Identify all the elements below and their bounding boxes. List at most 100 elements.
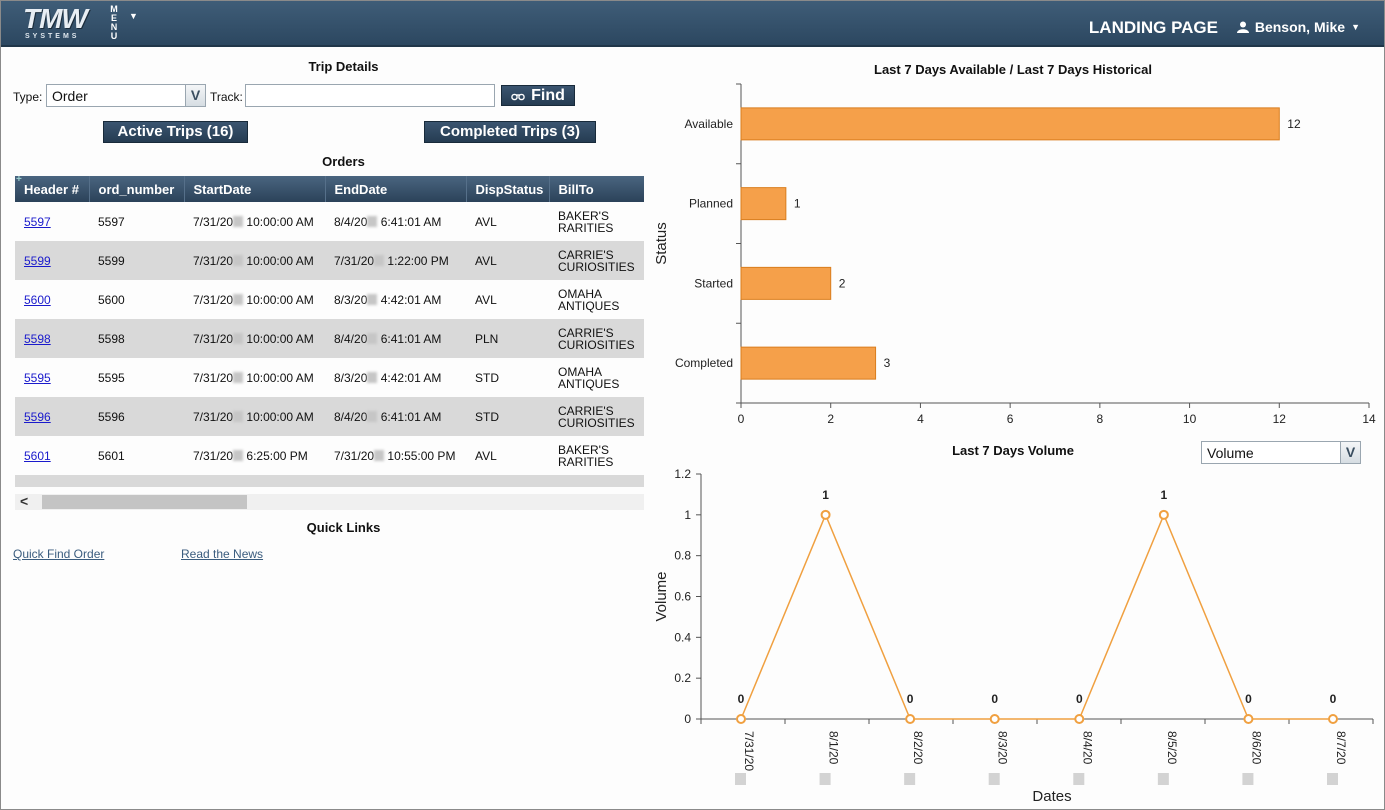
data-label: 0	[1245, 692, 1252, 706]
end-date-cell: 7/31/20 1:22:00 PM	[325, 241, 466, 280]
orders-grid: + Header # ord_number StartDate EndDate …	[15, 176, 644, 487]
y-axis-title: Status	[653, 222, 670, 265]
col-disp-status[interactable]: DispStatus	[466, 176, 550, 202]
redacted-mark	[819, 773, 831, 785]
redacted-mark	[233, 371, 244, 383]
date-text: 7/31/20	[193, 370, 234, 385]
table-row[interactable]: 5596 5596 7/31/20 10:00:00 AM 8/4/20 6:41:0…	[15, 397, 644, 436]
user-name: Benson, Mike	[1254, 19, 1346, 35]
bill-to-line: OMAHA	[558, 286, 603, 301]
date-text: 8/3/20	[334, 292, 368, 307]
scroll-left-icon[interactable]: <	[20, 493, 29, 509]
find-button-label: Find	[531, 86, 565, 104]
ord-number-cell: 5600	[98, 292, 125, 307]
data-label: 0	[991, 692, 998, 706]
order-link[interactable]: 5596	[24, 409, 51, 424]
bill-to-cell: OMAHA ANTIQUES	[549, 280, 644, 319]
redacted-mark	[233, 215, 244, 227]
table-row[interactable]: 5598 5598 7/31/20 10:00:00 AM 8/4/20 6:41:0…	[15, 319, 644, 358]
dropdown-arrow-icon[interactable]: V	[1340, 442, 1360, 463]
disp-status-cell: PLN	[466, 319, 549, 358]
quick-find-order-link[interactable]: Quick Find Order	[13, 547, 105, 561]
header-number-cell: 5599	[15, 241, 89, 280]
col-bill-to[interactable]: BillTo	[549, 176, 644, 202]
table-row[interactable]: 5597 5597 7/31/20 10:00:00 AM 8/4/20 6:41:0…	[15, 202, 644, 241]
ord-number-cell	[89, 475, 184, 487]
expand-icon[interactable]: +	[16, 176, 22, 185]
completed-trips-button[interactable]: Completed Trips (3)	[424, 121, 596, 143]
data-label: 2	[839, 276, 846, 290]
disp-status-cell: STD	[466, 397, 549, 436]
disp-status-cell: AVL	[475, 448, 497, 463]
active-trips-button[interactable]: Active Trips (16)	[103, 121, 248, 143]
col-end-date[interactable]: EndDate	[325, 176, 467, 202]
user-icon	[1236, 21, 1249, 33]
col-header-number[interactable]: Header #	[15, 176, 90, 202]
volume-chart-title: Last 7 Days Volume	[952, 443, 1074, 458]
bill-to-cell: CARRIE'S CURIOSITIES	[549, 397, 644, 436]
table-row[interactable]: 5595 5595 7/31/20 10:00:00 AM 8/3/20 4:42:0…	[15, 358, 644, 397]
orders-header-row: Header # ord_number StartDate EndDate Di…	[15, 176, 644, 202]
track-input[interactable]	[245, 84, 495, 107]
table-row[interactable]: 5601 5601 7/31/20 6:25:00 PM 7/31/20 10:55:…	[15, 436, 644, 475]
redacted-mark	[904, 773, 916, 785]
user-menu[interactable]: Benson, Mike ▼	[1236, 19, 1360, 35]
time-text: 4:42:01 AM	[380, 370, 442, 385]
order-link[interactable]: 5599	[24, 253, 51, 268]
dropdown-arrow-icon[interactable]: V	[185, 85, 205, 106]
table-row[interactable]: 5599 5599 7/31/20 10:00:00 AM 7/31/20 1:22:…	[15, 241, 644, 280]
date-text: 7/31/20	[193, 409, 234, 424]
disp-status-cell: STD	[475, 370, 499, 385]
bill-to-cell: AJAX BUILDERS	[549, 475, 644, 487]
redacted-mark	[367, 410, 378, 422]
redacted-mark	[1242, 773, 1254, 785]
tmw-logo[interactable]: TMW SYSTEMS	[23, 3, 103, 43]
type-label: Type:	[13, 90, 43, 104]
col-ord-number[interactable]: ord_number	[89, 176, 185, 202]
find-button[interactable]: Find	[501, 85, 575, 106]
chevron-down-icon: ▼	[129, 11, 138, 21]
horizontal-scrollbar[interactable]: <	[15, 493, 644, 510]
table-row[interactable]: AJAX BUILDERS	[15, 475, 644, 487]
header-number-cell: 5600	[15, 280, 89, 319]
data-label: 1	[822, 488, 829, 502]
scrollbar-thumb[interactable]	[42, 495, 247, 509]
volume-select[interactable]: Volume V	[1201, 441, 1361, 464]
time-text: 6:25:00 PM	[246, 448, 308, 463]
start-date-cell: 7/31/20 10:00:00 AM	[184, 319, 325, 358]
category-label: Started	[694, 276, 733, 290]
order-link[interactable]: 5598	[24, 331, 51, 346]
x-tick-label: 8/1/20	[827, 731, 841, 765]
start-date-cell: 7/31/20 10:00:00 AM	[184, 358, 325, 397]
table-row[interactable]: 5600 5600 7/31/20 10:00:00 AM 8/3/20 4:42:0…	[15, 280, 644, 319]
disp-status-cell: AVL	[475, 292, 497, 307]
redacted-mark	[367, 371, 378, 383]
end-date-cell	[325, 475, 466, 487]
start-date-cell: 7/31/20 10:00:00 AM	[184, 280, 325, 319]
order-link[interactable]: 5597	[24, 214, 51, 229]
redacted-mark	[374, 254, 385, 266]
time-text: 10:00:00 AM	[246, 409, 314, 424]
read-the-news-link[interactable]: Read the News	[181, 547, 264, 561]
bill-to-line: CURIOSITIES	[558, 415, 635, 430]
time-text: 10:00:00 AM	[246, 331, 314, 346]
bill-to-line: ANTIQUES	[558, 376, 620, 391]
bill-to-line: CARRIE'S	[558, 247, 614, 262]
disp-status-cell	[466, 475, 549, 487]
order-link[interactable]: 5601	[24, 448, 51, 463]
col-start-date[interactable]: StartDate	[184, 176, 326, 202]
bill-to-line: CARRIE'S	[558, 403, 614, 418]
bill-to-cell: CARRIE'S CURIOSITIES	[549, 241, 644, 280]
data-point	[1328, 714, 1338, 724]
y-tick-label: 1.2	[674, 467, 691, 481]
order-link[interactable]: 5595	[24, 370, 51, 385]
disp-status-cell: AVL	[475, 214, 497, 229]
x-tick-label: 8/4/20	[1080, 731, 1094, 765]
header-number-cell	[15, 475, 89, 487]
type-select[interactable]: Order V	[46, 84, 206, 107]
order-link[interactable]: 5600	[24, 292, 51, 307]
